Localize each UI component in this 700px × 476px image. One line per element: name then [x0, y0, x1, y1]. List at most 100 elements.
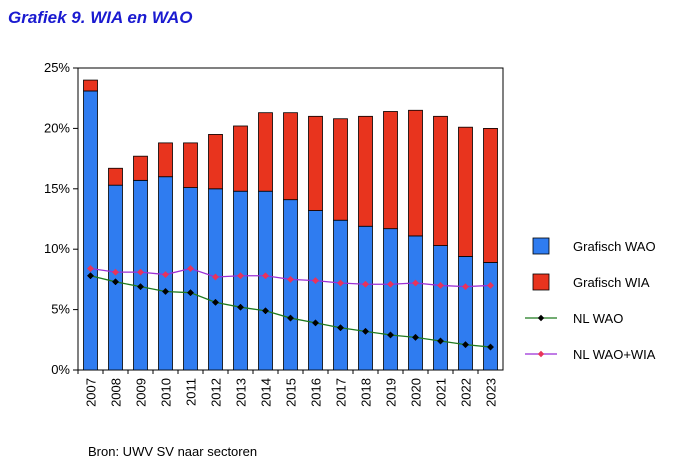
legend-label: Grafisch WAO: [573, 239, 656, 254]
x-tick-label: 2015: [284, 378, 299, 407]
x-tick-label: 2011: [184, 378, 199, 406]
nl-wao-point: [111, 278, 120, 286]
nl-wao-point: [236, 303, 245, 311]
nl-wao-point: [436, 337, 445, 345]
x-tick-label: 2016: [309, 378, 324, 407]
y-tick-label: 10%: [44, 241, 70, 256]
bar-wao: [483, 262, 498, 371]
bar-wia: [233, 125, 248, 192]
nl-wao-point: [286, 314, 295, 322]
y-tick-label: 0%: [51, 362, 70, 377]
nl-wao-wia-point: [286, 275, 295, 283]
bar-wao: [108, 184, 123, 371]
chart-legend: Grafisch WAO Grafisch WIA NL WAO NL WAO+WIA: [525, 237, 656, 362]
nl-wao-point: [411, 333, 420, 341]
legend-swatch-wia: [532, 273, 550, 291]
bar-wao: [433, 245, 448, 371]
bar-wia: [108, 167, 123, 186]
bar-wia: [483, 127, 498, 263]
nl-wao-point: [486, 343, 495, 351]
nl-wao-point: [336, 324, 345, 332]
legend-label: NL WAO+WIA: [573, 347, 656, 362]
bar-wao: [283, 199, 298, 371]
nl-wao-wia-point: [186, 264, 195, 273]
x-tick-label: 2021: [434, 378, 449, 407]
x-tick-label: 2023: [484, 378, 499, 407]
nl-wao-wia-point: [161, 271, 170, 279]
nl-wao-wia-point: [486, 281, 495, 289]
bar-wao: [183, 187, 198, 371]
legend-label: Grafisch WIA: [573, 275, 650, 290]
y-tick-label: 5%: [51, 302, 70, 317]
x-tick-label: 2017: [334, 378, 349, 407]
legend-label: NL WAO: [573, 311, 623, 326]
nl-wao-wia-point: [136, 268, 145, 276]
bar-wia: [183, 142, 198, 188]
x-tick-label: 2018: [359, 378, 374, 407]
bar-wao: [383, 228, 398, 371]
bar-wia: [83, 79, 98, 92]
bar-wao: [258, 190, 273, 371]
x-tick-label: 2012: [209, 378, 224, 407]
y-tick-label: 15%: [44, 181, 70, 196]
nl-wao-wia-point: [86, 264, 95, 273]
bar-wao: [358, 225, 373, 371]
nl-wao-point: [311, 319, 320, 327]
nl-wao-wia-point: [311, 277, 320, 285]
bar-wia: [308, 115, 323, 211]
nl-wao-wia-point: [436, 281, 445, 289]
bar-wia: [383, 111, 398, 230]
nl-wao-point: [261, 307, 270, 315]
x-tick-label: 2022: [459, 378, 474, 407]
nl-wao-wia-point: [336, 279, 345, 287]
x-tick-label: 2014: [259, 378, 274, 407]
x-tick-label: 2009: [134, 378, 149, 407]
nl-wao-wia-point: [211, 273, 220, 281]
x-tick-label: 2013: [234, 378, 249, 407]
nl-wao-wia-point: [236, 272, 245, 280]
bar-wao: [458, 256, 473, 371]
nl-wao-point: [361, 327, 370, 335]
bar-wao: [333, 219, 348, 371]
chart-title: Grafiek 9. WIA en WAO: [8, 8, 193, 27]
bar-wia: [433, 115, 448, 246]
x-tick-label: 2010: [159, 378, 174, 407]
chart-bars: [83, 79, 498, 371]
nl-wao-point: [86, 272, 95, 280]
nl-wao-wia-point: [261, 272, 270, 280]
legend-swatch-wao: [532, 237, 550, 255]
nl-wao-wia-point: [411, 279, 420, 287]
x-tick-label: 2008: [109, 378, 124, 407]
bar-wia: [333, 118, 348, 221]
bar-wao: [408, 235, 423, 371]
legend-marker: [537, 350, 545, 358]
chart-lines: [86, 264, 495, 351]
bar-wia: [208, 134, 223, 190]
bar-wia: [133, 155, 148, 181]
nl-wao-wia-point: [111, 268, 120, 276]
bar-wia: [458, 126, 473, 257]
legend-marker: [537, 314, 545, 322]
chart-axes: 0% 5% 10% 15% 20% 25% 2007 2008 2009 2010 2011 2012…: [44, 60, 504, 407]
bar-wao: [83, 90, 98, 371]
nl-wao-wia-point: [361, 280, 370, 288]
bar-wia: [408, 109, 423, 237]
source-note: Bron: UWV SV naar sectoren: [88, 444, 258, 459]
y-tick-label: 20%: [44, 120, 70, 135]
bar-wia: [158, 142, 173, 178]
x-tick-label: 2020: [409, 378, 424, 407]
nl-wao-point: [161, 287, 170, 296]
x-tick-label: 2019: [384, 378, 399, 407]
nl-wao-point: [186, 289, 195, 297]
nl-wao-point: [136, 283, 145, 291]
bar-wao: [233, 190, 248, 371]
bar-wia: [258, 112, 273, 192]
nl-wao-wia-point: [386, 280, 395, 288]
nl-wao-wia-point: [461, 283, 470, 291]
y-tick-label: 25%: [44, 60, 70, 75]
nl-wao-point: [461, 341, 470, 349]
bar-wia: [358, 115, 373, 227]
bar-wia: [283, 112, 298, 201]
x-tick-label: 2007: [84, 378, 99, 407]
